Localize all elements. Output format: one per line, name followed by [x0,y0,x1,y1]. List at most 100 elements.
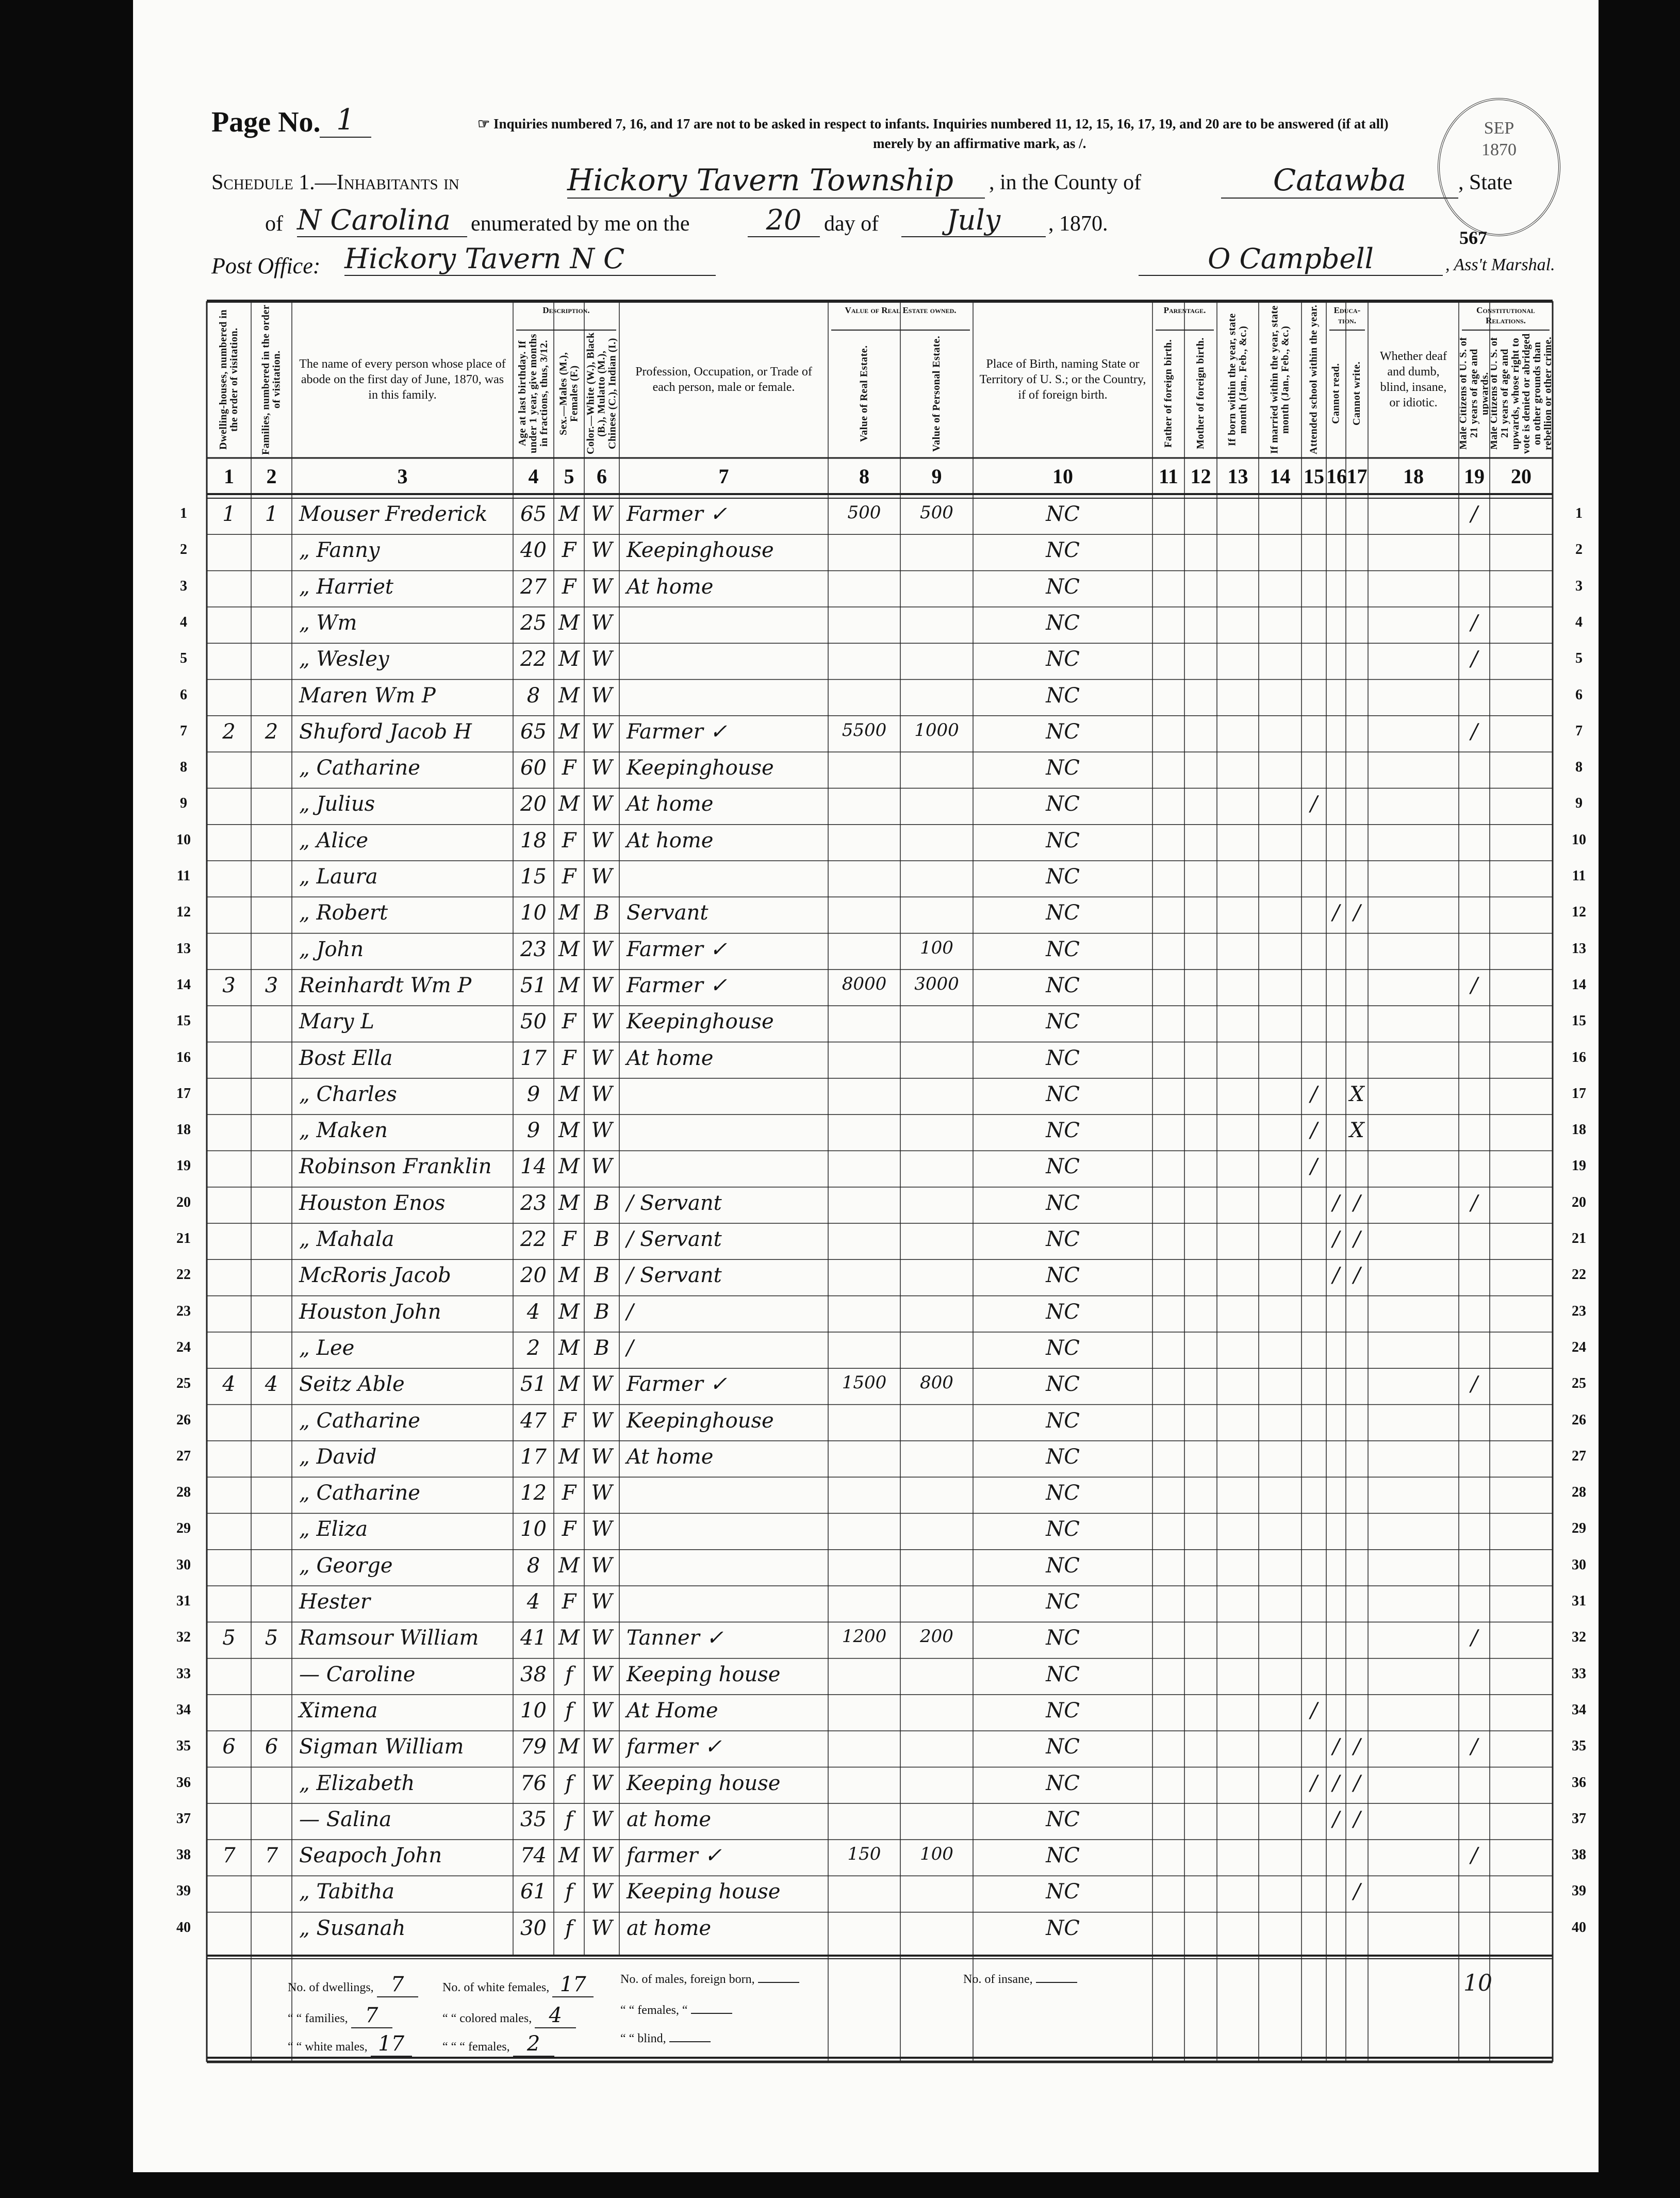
county-field: Catawba [1221,162,1458,199]
row-number-right: 18 [1572,1122,1586,1138]
cell-cannot-read [1326,1445,1346,1481]
cell-birthplace: NC [1046,1698,1080,1723]
cell-color: W [591,1082,613,1106]
summary-value: 17 [370,2032,412,2057]
cell-cannot-write [1346,1699,1368,1735]
cell-dwelling [207,1336,251,1372]
summary-value: 17 [552,1973,594,1997]
cell-citizen [1459,1300,1490,1336]
cell-cannot-write [1346,1481,1368,1517]
column-number-16: 16 [1326,465,1347,488]
cell-family [251,1336,292,1372]
cell-cannot-read [1326,611,1346,647]
row-number-right: 1 [1575,505,1583,521]
row-number-right: 16 [1572,1049,1586,1065]
cell-name: „ John [299,937,364,961]
cell-occupation: At home [627,575,714,599]
cell-personal-estate [900,829,973,865]
cell-dwelling [207,1916,251,1953]
cell-school: / [1310,1119,1317,1143]
row-number-left: 25 [176,1375,191,1392]
cell-age: 8 [526,1553,540,1578]
cell-school [1302,974,1326,1010]
stamp-year: 1870 [1481,140,1517,159]
cell-birthplace: NC [1046,1807,1080,1831]
cell-color: W [591,647,613,671]
cell-cannot-read: / [1332,901,1340,925]
cell-name: „ Robert [299,901,388,925]
cell-school [1302,1735,1326,1771]
cell-school [1302,1010,1326,1046]
cell-cannot-read [1326,1300,1346,1336]
row-number-right: 38 [1572,1847,1586,1863]
cell-age: 20 [520,792,547,816]
row-number-left: 18 [176,1122,191,1138]
row-number-right: 22 [1572,1267,1586,1283]
row-number-right: 29 [1572,1520,1586,1537]
cell-school [1302,1916,1326,1953]
cell-real-estate: 150 [847,1844,881,1865]
cell-real-estate [828,1517,900,1553]
cell-occupation: Keeping house [627,1662,781,1686]
row-number-left: 36 [176,1774,191,1791]
cell-cannot-write [1346,829,1368,865]
cell-school [1302,1554,1326,1590]
column-header-17: Cannot write. [1351,361,1362,426]
cell-occupation: farmer ✓ [627,1844,722,1868]
cell-dwelling: 6 [222,1735,236,1759]
cell-color: W [591,538,613,563]
cell-dwelling: 2 [222,719,236,744]
cell-birthplace: NC [1046,1626,1080,1650]
row-number-right: 30 [1572,1556,1586,1573]
cell-real-estate [828,1046,900,1082]
cell-occupation [619,865,828,901]
row-number-left: 32 [176,1629,191,1646]
month-field: July [901,204,1046,237]
cell-citizen [1459,1663,1490,1699]
column-header-8: Value of Real Estate. [858,345,870,442]
cell-real-estate [828,1191,900,1227]
column-header-9: Value of Personal Estate. [931,335,942,452]
row-number-left: 7 [180,723,187,739]
cell-color: W [591,1481,613,1505]
cell-cannot-write: / [1353,901,1361,925]
cell-cannot-write [1346,1155,1368,1191]
cell-family [251,1699,292,1735]
cell-citizen: / [1471,611,1478,635]
cell-sex: M [558,1155,580,1179]
cell-citizen [1459,901,1490,937]
cell-dwelling [207,1663,251,1699]
row-number-right: 35 [1572,1738,1586,1754]
cell-cannot-read: / [1332,1227,1340,1251]
cell-cannot-write [1346,1010,1368,1046]
cell-sex: F [562,1046,577,1070]
row-number-right: 21 [1572,1231,1586,1246]
cell-cannot-read [1326,575,1346,611]
cell-real-estate [828,1227,900,1264]
summary-value [690,2013,732,2014]
cell-age: 4 [526,1590,540,1614]
row-number-left: 28 [176,1484,191,1501]
cell-occupation [619,1082,828,1119]
cell-name: „ Wesley [299,647,389,671]
cell-cannot-write: X [1349,1119,1364,1143]
row-number-left: 33 [176,1665,191,1682]
cell-sex: M [558,901,580,925]
cell-cannot-read [1326,1916,1346,1953]
cell-age: 10 [520,1698,547,1723]
cell-family [251,829,292,865]
cell-occupation [619,1481,828,1517]
cell-school [1302,1808,1326,1844]
cell-personal-estate: 1000 [914,719,959,741]
cell-color: W [591,611,613,635]
cell-cannot-write [1346,1554,1368,1590]
cell-occupation [619,611,828,647]
cell-occupation: / [627,1300,634,1324]
cell-school [1302,829,1326,865]
row-number-right: 20 [1572,1194,1586,1210]
cell-family [251,1155,292,1191]
cell-age: 47 [520,1408,547,1433]
cell-family [251,1590,292,1626]
cell-occupation: / Servant [627,1227,722,1251]
cell-color: W [591,1916,613,1940]
